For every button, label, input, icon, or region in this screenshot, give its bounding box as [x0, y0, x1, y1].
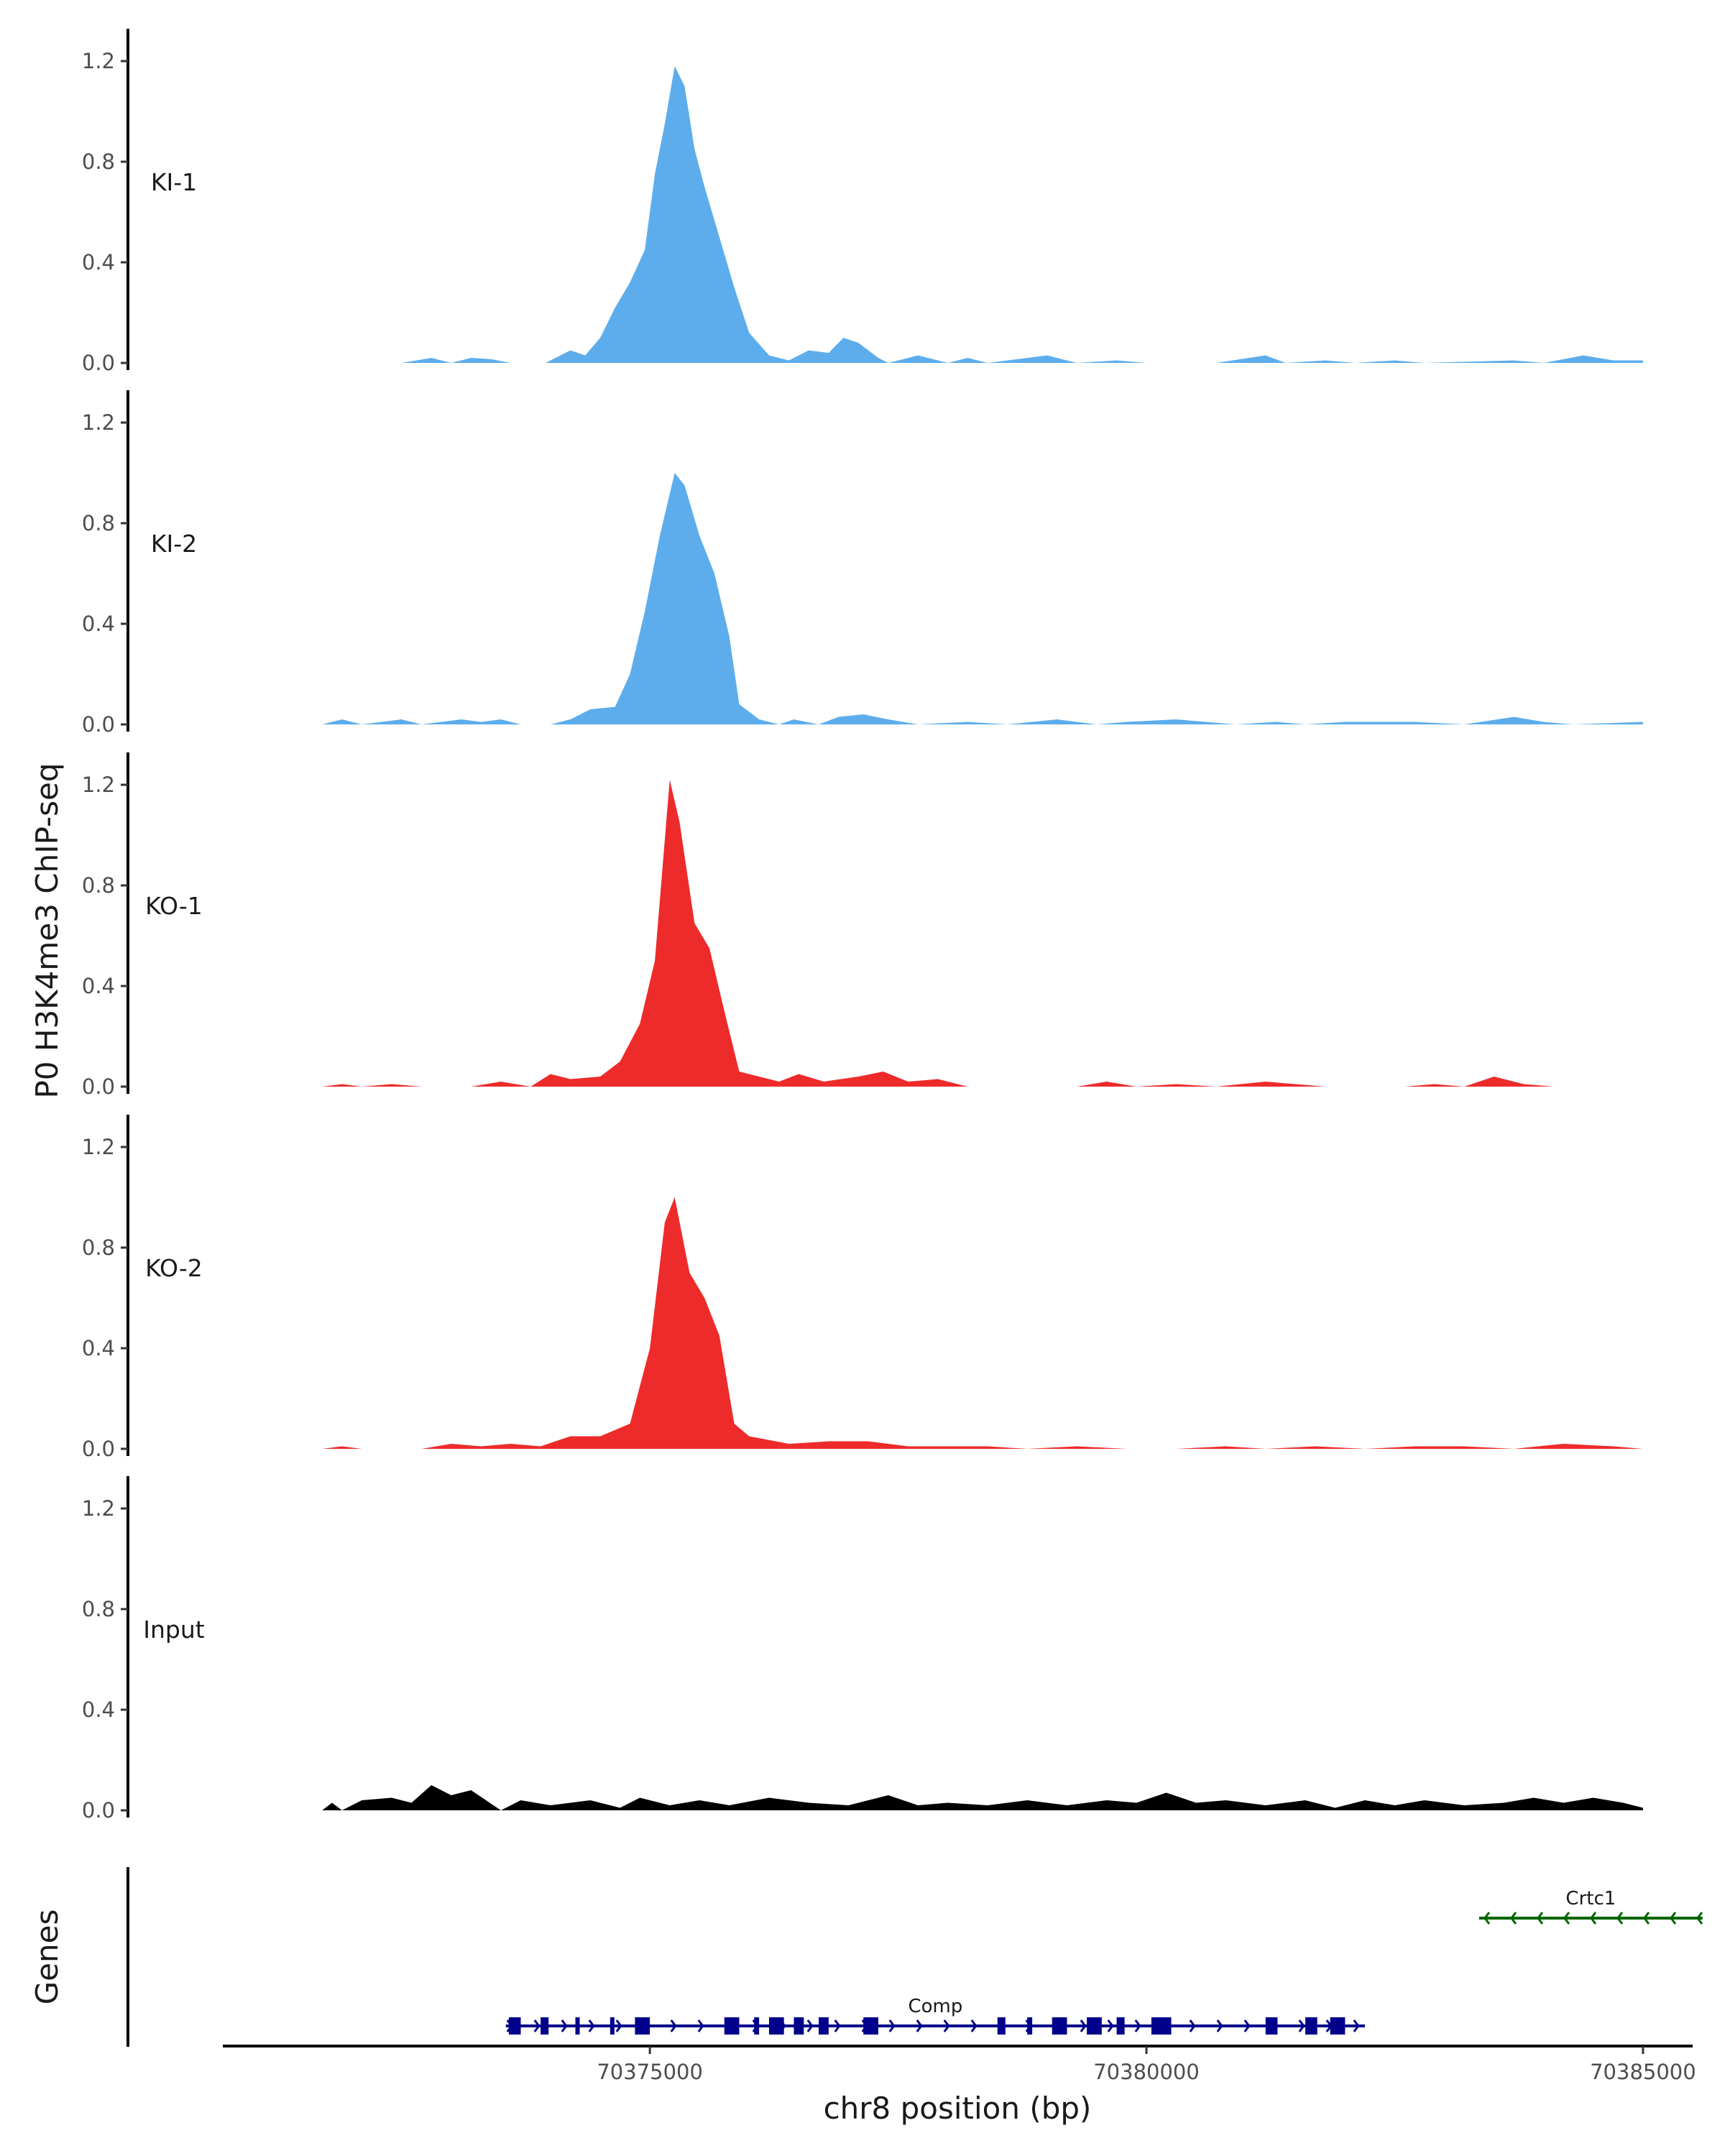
strand-arrow [1563, 1912, 1570, 1925]
exon [635, 2017, 650, 2035]
track-label: Input [143, 1616, 205, 1644]
exon [768, 2017, 784, 2035]
exon [863, 2017, 878, 2035]
y-tick-label: 1.2 [82, 49, 115, 73]
strand-arrow [1616, 1912, 1624, 1925]
signal-tracks: 0.00.40.81.2KI-10.00.40.81.2KI-20.00.40.… [82, 29, 1643, 1823]
y-tick-label: 1.2 [82, 410, 115, 435]
y-tick-label: 0.4 [82, 974, 115, 998]
track-label: KO-1 [145, 892, 203, 920]
exon [1305, 2017, 1317, 2035]
strand-arrow [834, 2019, 841, 2032]
strand-arrow [970, 2019, 978, 2032]
y-tick-label: 0.8 [82, 511, 115, 535]
strand-arrow [1510, 1912, 1517, 1925]
track-label: KI-2 [151, 530, 197, 558]
signal-area-ki-1 [401, 66, 1643, 363]
exon [1330, 2017, 1346, 2035]
gene-comp: Comp [505, 1996, 1366, 2035]
track-ki-2: 0.0 0.4 0.8 1.2 KI-2 [82, 390, 1643, 737]
strand-arrow [1080, 2019, 1087, 2032]
genes-axis-title: Genes [29, 1909, 65, 2005]
x-tick-label: 70385000 [1590, 2060, 1696, 2084]
exon [754, 2017, 760, 2035]
y-axis-title: P0 H3K4me3 ChIP-seq [29, 763, 65, 1098]
strand-arrow [1537, 1912, 1544, 1925]
y-tick-label: 0.8 [82, 873, 115, 898]
strand-arrow [1216, 2019, 1223, 2032]
y-tick-label: 0.4 [82, 250, 115, 275]
strand-arrow [1107, 2019, 1114, 2032]
y-tick-label: 0.0 [82, 1798, 115, 1823]
exon [1265, 2017, 1278, 2035]
strand-arrow [561, 2019, 568, 2032]
strand-arrow [916, 2019, 923, 2032]
track-label: KO-2 [145, 1254, 203, 1282]
strand-arrow [588, 2019, 595, 2032]
strand-arrow [1696, 1912, 1703, 1925]
y-tick-label: 0.4 [82, 1336, 115, 1360]
strand-arrow [615, 2019, 622, 2032]
y-tick-label: 0.0 [82, 351, 115, 375]
strand-arrow [1643, 1912, 1650, 1925]
exon [1027, 2017, 1033, 2035]
exon [724, 2017, 740, 2035]
strand-arrow [1243, 2019, 1251, 2032]
strand-arrow [1590, 1912, 1597, 1925]
strand-arrow [1670, 1912, 1677, 1925]
y-tick-label: 0.4 [82, 612, 115, 636]
y-tick-label: 0.4 [82, 1697, 115, 1722]
exon [819, 2017, 829, 2035]
x-axis: 70375000 70380000 70385000 [223, 2045, 1696, 2084]
track-label: KI-1 [151, 168, 197, 196]
track-ko-1: 0.0 0.4 0.8 1.2 KO-1 [82, 752, 1554, 1099]
exon [1052, 2017, 1067, 2035]
exon [575, 2017, 580, 2035]
x-tick-label: 70375000 [597, 2060, 703, 2084]
strand-arrow [1134, 2019, 1141, 2032]
exon [997, 2017, 1006, 2035]
y-tick-label: 1.2 [82, 1496, 115, 1521]
exon [794, 2017, 804, 2035]
track-ki-1: 0.0 0.4 0.8 1.2 KI-1 [82, 29, 1643, 375]
y-tick-label: 0.8 [82, 1235, 115, 1260]
x-axis-title: chr8 position (bp) [824, 2091, 1092, 2126]
strand-arrow [1353, 2019, 1360, 2032]
gene-crtc1: Crtc1 [1478, 1888, 1703, 1925]
exon [508, 2017, 521, 2035]
x-tick-label: 70380000 [1093, 2060, 1200, 2084]
strand-arrow [533, 2019, 540, 2032]
strand-arrow [943, 2019, 950, 2032]
strand-arrow [670, 2019, 677, 2032]
gene-label: Comp [908, 1996, 962, 2017]
track-input: 0.0 0.4 0.8 1.2 Input [82, 1476, 1643, 1823]
genes-panel: Crtc1 Comp [126, 1867, 1703, 2047]
track-ko-2: 0.0 0.4 0.8 1.2 KO-2 [82, 1115, 1643, 1461]
y-tick-label: 1.2 [82, 773, 115, 797]
y-tick-label: 0.0 [82, 712, 115, 737]
y-tick-label: 0.8 [82, 149, 115, 174]
exon [1151, 2017, 1172, 2035]
signal-area-ko-2 [322, 1197, 1643, 1449]
strand-arrow [697, 2019, 704, 2032]
strand-arrow [1189, 2019, 1196, 2032]
exon [1087, 2017, 1102, 2035]
signal-area-ki-2 [322, 473, 1643, 724]
exon [540, 2017, 549, 2035]
y-tick-label: 1.2 [82, 1135, 115, 1159]
exon [1116, 2017, 1125, 2035]
strand-arrow [888, 2019, 896, 2032]
signal-area-input [322, 1785, 1643, 1810]
y-tick-label: 0.8 [82, 1597, 115, 1621]
strand-arrow [1484, 1912, 1491, 1925]
y-tick-label: 0.0 [82, 1074, 115, 1099]
strand-arrow [806, 2019, 814, 2032]
strand-arrow [1298, 2019, 1305, 2032]
gene-label: Crtc1 [1565, 1888, 1616, 1909]
y-tick-label: 0.0 [82, 1437, 115, 1461]
exon [610, 2017, 615, 2035]
